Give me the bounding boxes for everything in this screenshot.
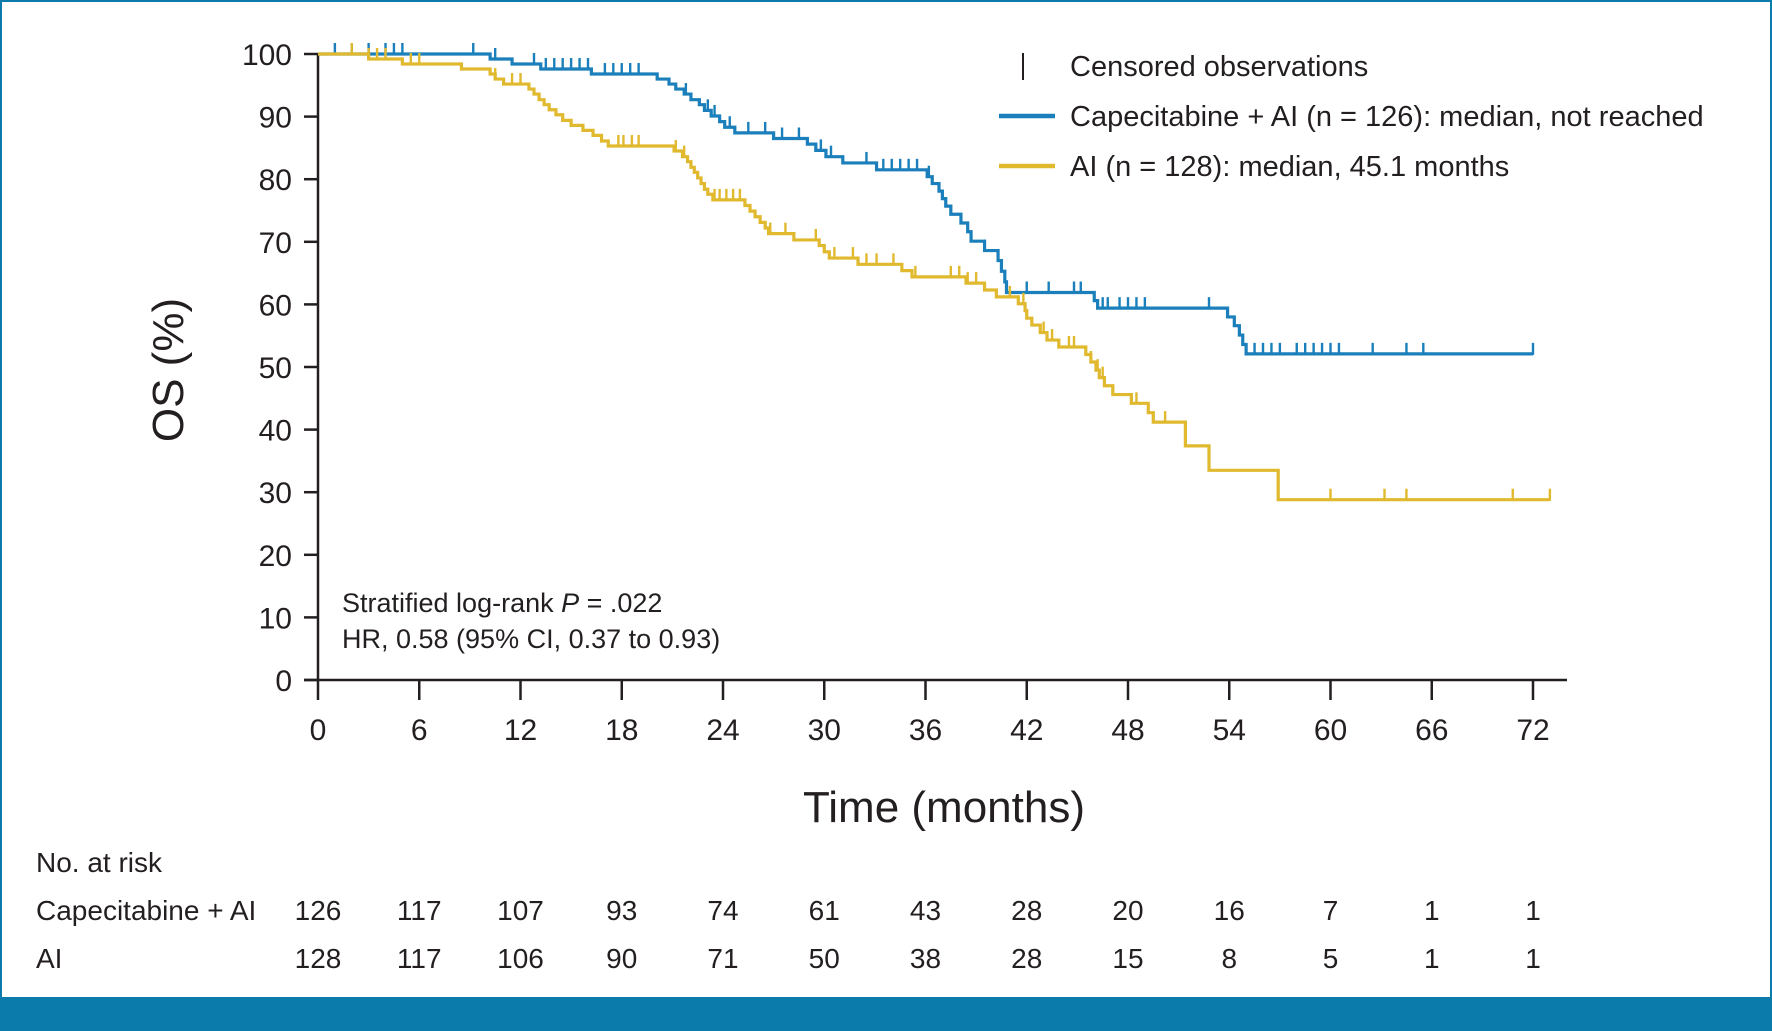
x-tick-label: 0 [310, 714, 327, 747]
risk-value-capecitabine-ai: 7 [1323, 895, 1339, 926]
x-tick-label: 42 [1010, 714, 1043, 747]
risk-value-ai: 90 [606, 943, 637, 974]
x-tick-label: 36 [909, 714, 942, 747]
risk-value-capecitabine-ai: 117 [397, 895, 442, 926]
y-tick-label: 40 [259, 415, 292, 448]
risk-row-label-ai: AI [36, 943, 62, 974]
risk-value-ai: 117 [397, 943, 442, 974]
x-tick-label: 30 [808, 714, 841, 747]
risk-value-capecitabine-ai: 107 [497, 895, 544, 926]
risk-value-ai: 106 [497, 943, 544, 974]
y-tick-label: 80 [259, 164, 292, 197]
y-axis-title: OS (%) [144, 298, 193, 442]
x-tick-label: 18 [605, 714, 638, 747]
risk-value-ai: 8 [1221, 943, 1237, 974]
x-ticks: 0 6 12 18 24 30 36 42 48 54 60 66 72 [310, 680, 1550, 747]
y-tick-label: 90 [259, 102, 292, 135]
x-tick-label: 48 [1111, 714, 1144, 747]
survival-curve-capecitabine-ai [318, 52, 1533, 356]
survival-curves [318, 43, 1552, 502]
risk-value-ai: 1 [1525, 943, 1541, 974]
risk-value-capecitabine-ai: 1 [1424, 895, 1440, 926]
risk-value-capecitabine-ai: 1 [1525, 895, 1541, 926]
risk-row-label-capecitabine-ai: Capecitabine + AI [36, 895, 256, 926]
y-tick-label: 50 [259, 352, 292, 385]
risk-value-ai: 50 [809, 943, 840, 974]
risk-value-ai: 5 [1323, 943, 1339, 974]
legend: Censored observations Capecitabine + AI … [999, 51, 1704, 183]
log-rank-p-text: Stratified log-rank P = .022 [342, 588, 662, 618]
risk-value-capecitabine-ai: 61 [809, 895, 840, 926]
risk-value-ai: 28 [1011, 943, 1042, 974]
risk-table-values: 1261281171171071069390747161504338282820… [295, 895, 1541, 974]
risk-value-ai: 1 [1424, 943, 1440, 974]
x-tick-label: 6 [411, 714, 428, 747]
x-tick-label: 54 [1213, 714, 1246, 747]
bottom-color-bar [2, 997, 1770, 1031]
x-tick-label: 66 [1415, 714, 1448, 747]
x-axis-title: Time (months) [803, 783, 1085, 832]
risk-value-ai: 128 [295, 943, 342, 974]
legend-censored-label: Censored observations [1070, 51, 1368, 83]
risk-value-ai: 15 [1112, 943, 1143, 974]
x-tick-label: 24 [706, 714, 739, 747]
risk-value-ai: 71 [707, 943, 738, 974]
risk-value-capecitabine-ai: 93 [606, 895, 637, 926]
y-ticks: 0 10 20 30 40 50 60 70 80 90 100 [242, 39, 318, 698]
y-tick-label: 10 [259, 602, 292, 635]
risk-value-capecitabine-ai: 28 [1011, 895, 1042, 926]
x-tick-label: 60 [1314, 714, 1347, 747]
risk-value-ai: 38 [910, 943, 941, 974]
risk-table-title: No. at risk [36, 847, 163, 878]
y-tick-label: 30 [259, 477, 292, 510]
axes [304, 54, 1567, 682]
legend-label-capecitabine-ai: Capecitabine + AI (n = 126): median, not… [1070, 101, 1704, 133]
y-tick-label: 100 [242, 39, 292, 72]
risk-value-capecitabine-ai: 126 [295, 895, 342, 926]
y-tick-label: 60 [259, 289, 292, 322]
statistics-annotation: Stratified log-rank P = .022 HR, 0.58 (9… [342, 588, 720, 654]
risk-value-capecitabine-ai: 16 [1214, 895, 1245, 926]
x-tick-label: 72 [1516, 714, 1549, 747]
y-tick-label: 20 [259, 540, 292, 573]
x-tick-label: 12 [504, 714, 537, 747]
legend-label-ai: AI (n = 128): median, 45.1 months [1070, 151, 1509, 183]
risk-value-capecitabine-ai: 20 [1112, 895, 1143, 926]
y-tick-label: 0 [275, 665, 292, 698]
risk-value-capecitabine-ai: 43 [910, 895, 941, 926]
risk-table: No. at risk Capecitabine + AI AI 1261281… [36, 847, 1541, 974]
hazard-ratio-text: HR, 0.58 (95% CI, 0.37 to 0.93) [342, 624, 720, 654]
risk-value-capecitabine-ai: 74 [707, 895, 738, 926]
y-tick-label: 70 [259, 227, 292, 260]
